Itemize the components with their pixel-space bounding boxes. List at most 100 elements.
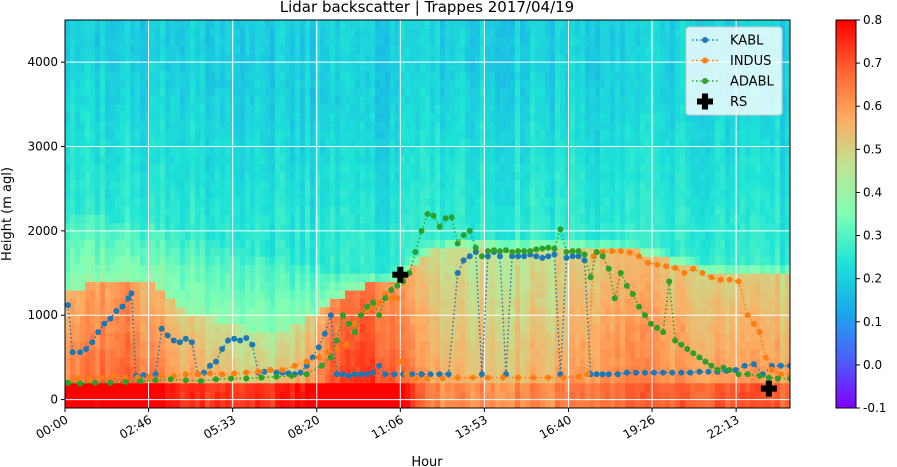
- heatmap-cell: [500, 53, 506, 63]
- heatmap-cell: [495, 382, 501, 392]
- heatmap-cell: [240, 36, 246, 46]
- heatmap-cell: [490, 197, 496, 207]
- heatmap-cell: [340, 205, 346, 215]
- heatmap-cell: [565, 104, 571, 114]
- heatmap-cell: [180, 214, 186, 224]
- heatmap-cell: [300, 230, 306, 240]
- heatmap-cell: [70, 298, 76, 308]
- heatmap-cell: [400, 87, 406, 97]
- heatmap-cell: [500, 332, 506, 342]
- heatmap-cell: [75, 281, 81, 291]
- heatmap-cell: [255, 214, 261, 224]
- heatmap-cell: [460, 365, 466, 375]
- heatmap-cell: [300, 129, 306, 139]
- heatmap-cell: [530, 222, 536, 232]
- heatmap-cell: [355, 365, 361, 375]
- heatmap-cell: [480, 399, 486, 408]
- heatmap-cell: [235, 323, 241, 333]
- heatmap-cell: [520, 62, 526, 72]
- heatmap-cell: [590, 256, 596, 266]
- heatmap-cell: [110, 79, 116, 89]
- heatmap-cell: [535, 247, 541, 257]
- heatmap-cell: [85, 146, 91, 156]
- heatmap-cell: [190, 247, 196, 257]
- heatmap-cell: [450, 273, 456, 283]
- heatmap-cell: [345, 129, 351, 139]
- heatmap-cell: [585, 399, 591, 408]
- heatmap-cell: [375, 180, 381, 190]
- heatmap-cell: [210, 239, 216, 249]
- heatmap-cell: [325, 357, 331, 367]
- heatmap-cell: [415, 79, 421, 89]
- heatmap-cell: [225, 138, 231, 148]
- heatmap-cell: [595, 95, 601, 105]
- heatmap-cell: [170, 87, 176, 97]
- heatmap-cell: [100, 180, 106, 190]
- heatmap-cell: [340, 36, 346, 46]
- heatmap-cell: [385, 180, 391, 190]
- heatmap-cell: [370, 306, 376, 316]
- heatmap-cell: [225, 62, 231, 72]
- heatmap-cell: [380, 256, 386, 266]
- heatmap-cell: [395, 239, 401, 249]
- heatmap-cell: [520, 188, 526, 198]
- heatmap-cell: [580, 348, 586, 358]
- heatmap-cell: [490, 121, 496, 131]
- heatmap-cell: [525, 121, 531, 131]
- heatmap-cell: [355, 104, 361, 114]
- heatmap-cell: [95, 374, 101, 384]
- heatmap-cell: [400, 104, 406, 114]
- heatmap-cell: [410, 205, 416, 215]
- heatmap-cell: [570, 365, 576, 375]
- heatmap-cell: [175, 138, 181, 148]
- heatmap-cell: [140, 112, 146, 122]
- heatmap-cell: [200, 298, 206, 308]
- heatmap-cell: [160, 154, 166, 164]
- heatmap-cell: [465, 104, 471, 114]
- heatmap-cell: [205, 348, 211, 358]
- heatmap-cell: [445, 239, 451, 249]
- heatmap-cell: [175, 382, 181, 392]
- heatmap-cell: [360, 281, 366, 291]
- heatmap-cell: [420, 129, 426, 139]
- heatmap-cell: [205, 188, 211, 198]
- heatmap-cell: [185, 70, 191, 80]
- heatmap-cell: [70, 365, 76, 375]
- heatmap-cell: [510, 357, 516, 367]
- heatmap-cell: [390, 171, 396, 181]
- heatmap-cell: [270, 332, 276, 342]
- heatmap-cell: [470, 298, 476, 308]
- heatmap-cell: [125, 205, 131, 215]
- heatmap-cell: [575, 62, 581, 72]
- heatmap-cell: [410, 382, 416, 392]
- heatmap-cell: [430, 197, 436, 207]
- heatmap-cell: [320, 70, 326, 80]
- heatmap-cell: [545, 53, 551, 63]
- heatmap-cell: [590, 154, 596, 164]
- heatmap-cell: [370, 20, 376, 30]
- heatmap-cell: [475, 230, 481, 240]
- heatmap-cell: [380, 247, 386, 257]
- heatmap-cell: [420, 146, 426, 156]
- heatmap-cell: [365, 95, 371, 105]
- heatmap-cell: [535, 222, 541, 232]
- heatmap-cell: [85, 62, 91, 72]
- heatmap-cell: [505, 20, 511, 30]
- heatmap-cell: [175, 298, 181, 308]
- heatmap-cell: [190, 289, 196, 299]
- heatmap-cell: [90, 28, 96, 38]
- heatmap-cell: [525, 273, 531, 283]
- heatmap-cell: [270, 95, 276, 105]
- heatmap-cell: [65, 146, 71, 156]
- heatmap-cell: [285, 154, 291, 164]
- heatmap-cell: [435, 230, 441, 240]
- heatmap-cell: [380, 180, 386, 190]
- heatmap-cell: [375, 256, 381, 266]
- heatmap-cell: [80, 154, 86, 164]
- heatmap-cell: [505, 281, 511, 291]
- heatmap-cell: [490, 214, 496, 224]
- heatmap-cell: [180, 45, 186, 55]
- heatmap-cell: [290, 340, 296, 350]
- heatmap-cell: [85, 222, 91, 232]
- heatmap-cell: [550, 391, 556, 401]
